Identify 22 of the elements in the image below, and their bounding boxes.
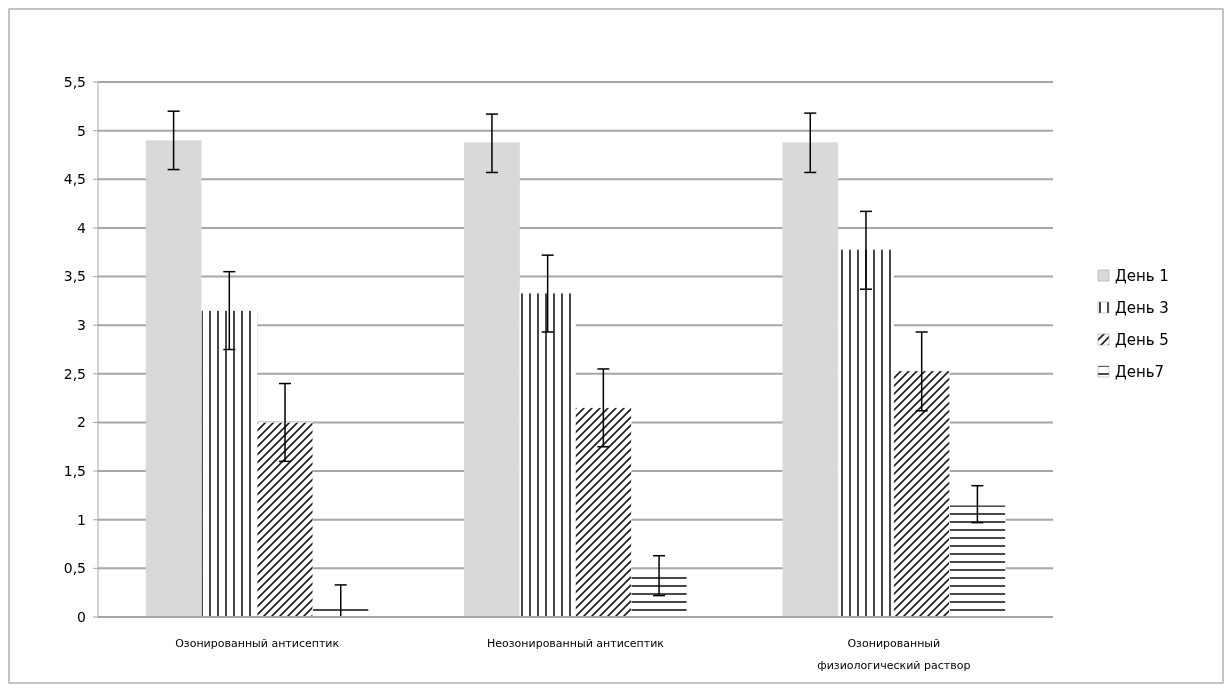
y-tick-label: 0 [77, 608, 86, 625]
x-tick-label: Неозонированный антисептик [486, 637, 665, 650]
y-tick-label: 5,5 [63, 73, 86, 90]
y-tick-label: 5 [77, 122, 86, 139]
legend-label: День 1 [1115, 267, 1169, 286]
x-tick-label: Озонированный физиологический раствор [817, 637, 971, 672]
y-tick-label: 2,5 [63, 365, 86, 382]
bar [782, 142, 839, 617]
legend-label: День 3 [1115, 299, 1169, 318]
y-tick-label: 4,5 [63, 171, 86, 188]
y-tick-label: 0,5 [63, 560, 86, 577]
y-tick-label: 1 [77, 511, 86, 528]
y-tick-label: 1,5 [63, 462, 86, 479]
y-tick-label: 3 [77, 317, 86, 334]
y-tick-label: 2 [77, 414, 86, 431]
legend-label: День7 [1115, 363, 1165, 382]
y-tick-label: 3,5 [63, 268, 86, 285]
bar [464, 142, 520, 617]
y-tick-label: 4 [77, 219, 87, 236]
legend-label: День 5 [1115, 331, 1169, 350]
bar [145, 140, 202, 617]
x-tick-label: Озонированный антисептик [175, 637, 340, 650]
